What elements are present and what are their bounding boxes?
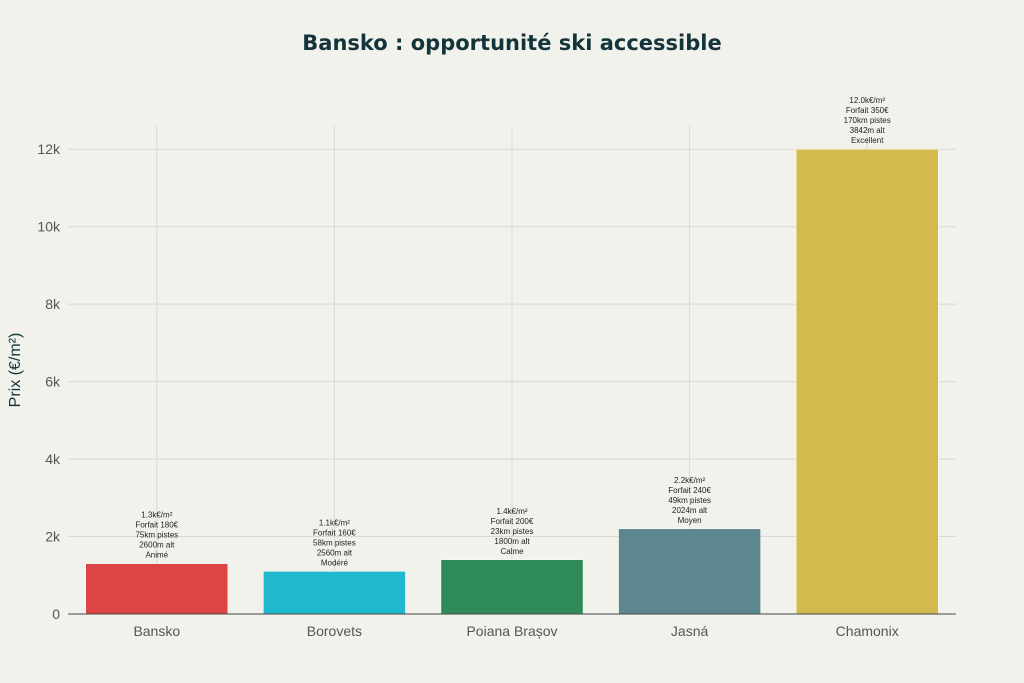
annotation-line: 2024m alt: [672, 506, 708, 515]
annotation-line: 1.3k€/m²: [141, 511, 172, 520]
y-tick-label: 12k: [37, 141, 61, 157]
x-tick-label: Bansko: [133, 623, 180, 639]
bar: [618, 528, 761, 615]
y-tick-label: 10k: [37, 219, 61, 235]
annotation-line: 2600m alt: [139, 541, 175, 550]
y-tick-label: 4k: [45, 451, 61, 467]
bar-annotation: 1.1k€/m² Forfait 160€ 58km pistes 2560m alt…: [313, 518, 356, 567]
annotation-line: Calme: [500, 547, 524, 556]
bars: [85, 148, 939, 615]
annotation-line: 49km pistes: [668, 496, 711, 505]
bar-annotation: 2.2k€/m² Forfait 240€ 49km pistes 2024m alt…: [668, 476, 711, 525]
bar: [263, 571, 406, 615]
annotation-line: Forfait 180€: [135, 521, 178, 530]
annotation-line: Moyen: [678, 516, 702, 525]
annotation-line: 75km pistes: [135, 531, 178, 540]
annotation-line: Modéré: [321, 558, 349, 567]
bar: [85, 563, 229, 615]
x-tick-label: Chamonix: [836, 623, 899, 639]
y-axis-ticks: 0 2k 4k 6k 8k 10k 12k: [37, 141, 61, 622]
y-tick-label: 8k: [45, 296, 61, 312]
y-tick-label: 0: [52, 606, 60, 622]
annotation-line: Forfait 240€: [668, 486, 711, 495]
annotation-line: Forfait 160€: [313, 528, 356, 537]
y-tick-label: 6k: [45, 374, 61, 390]
annotation-line: Forfait 200€: [491, 517, 534, 526]
bar: [440, 559, 584, 615]
annotation-line: 12.0k€/m²: [849, 96, 885, 105]
y-axis-label: Prix (€/m²): [7, 333, 24, 408]
annotation-line: 3842m alt: [850, 126, 886, 135]
y-tick-label: 2k: [45, 529, 61, 545]
bar-annotation: 1.4k€/m² Forfait 200€ 23km pistes 1800m alt…: [491, 507, 534, 556]
bar: [795, 148, 939, 615]
annotation-line: 2560m alt: [317, 548, 353, 557]
bar-annotation: 12.0k€/m² Forfait 350€ 170km pistes 3842m a…: [844, 96, 891, 145]
annotation-line: Excellent: [851, 136, 884, 145]
x-tick-label: Jasná: [671, 623, 709, 639]
bar-annotations: 1.3k€/m² Forfait 180€ 75km pistes 2600m alt…: [135, 96, 890, 567]
chart-title: Bansko : opportunité ski accessible: [302, 31, 721, 55]
annotation-line: 1.4k€/m²: [496, 507, 527, 516]
annotation-line: 58km pistes: [313, 538, 356, 547]
annotation-line: Forfait 350€: [846, 106, 889, 115]
annotation-line: 1.1k€/m²: [319, 518, 350, 527]
x-tick-label: Poiana Brașov: [466, 623, 557, 639]
annotation-line: 2.2k€/m²: [674, 476, 705, 485]
annotation-line: 1800m alt: [494, 537, 530, 546]
x-axis-ticks: Bansko Borovets Poiana Brașov Jasná Chamonix: [133, 623, 898, 639]
bar-annotation: 1.3k€/m² Forfait 180€ 75km pistes 2600m alt…: [135, 511, 178, 560]
x-tick-label: Borovets: [307, 623, 362, 639]
annotation-line: 170km pistes: [844, 116, 891, 125]
annotation-line: Animé: [145, 551, 168, 560]
annotation-line: 23km pistes: [491, 527, 534, 536]
